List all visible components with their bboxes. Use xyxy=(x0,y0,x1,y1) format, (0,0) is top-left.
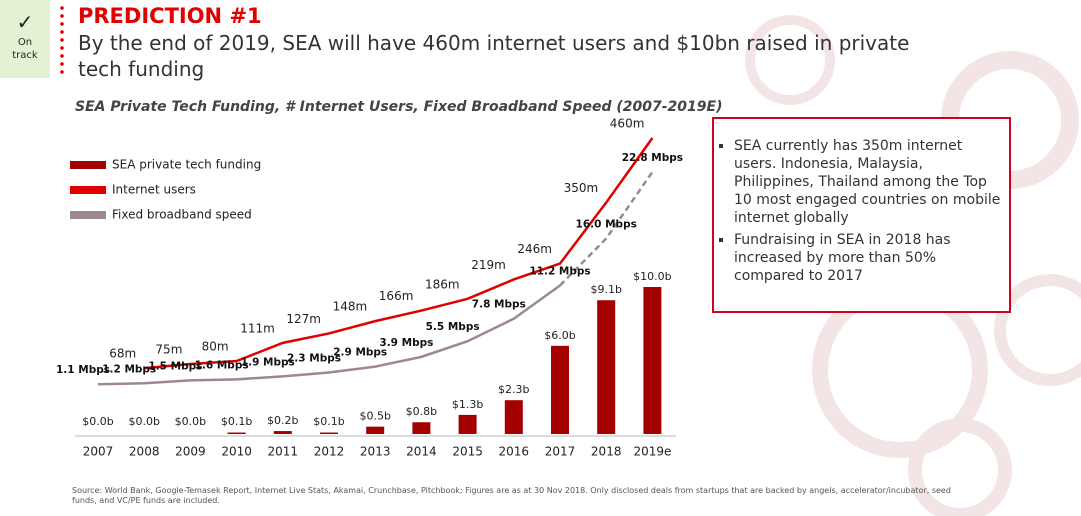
data-label: 1.2 Mbps xyxy=(102,363,156,375)
chart-title: SEA Private Tech Funding, # Internet Use… xyxy=(75,99,722,115)
data-label: 350m xyxy=(564,181,599,195)
x-tick-label: 2014 xyxy=(406,445,437,459)
x-tick-label: 2012 xyxy=(314,445,345,459)
data-label: 2.9 Mbps xyxy=(333,347,387,359)
x-tick-label: 2018 xyxy=(591,445,622,459)
data-label: 3.9 Mbps xyxy=(379,337,433,349)
x-tick-label: 2017 xyxy=(545,445,576,459)
bullet: SEA currently has 350m internet users. I… xyxy=(734,137,1003,227)
line xyxy=(144,137,654,370)
legend-swatch xyxy=(70,161,106,169)
x-tick-label: 2010 xyxy=(221,445,252,459)
bullet-list: SEA currently has 350m internet users. I… xyxy=(720,137,1003,285)
data-label: 5.5 Mbps xyxy=(426,321,480,333)
badge-mark: ✓ xyxy=(16,10,34,34)
data-label: $0.0b xyxy=(175,415,206,428)
data-label: 127m xyxy=(286,312,321,326)
line xyxy=(97,284,561,386)
data-label: 1.6 Mbps xyxy=(195,359,249,371)
legend-label: SEA private tech funding xyxy=(112,158,261,172)
bar xyxy=(551,345,569,434)
x-tick-label: 2013 xyxy=(360,445,391,459)
legend-label: Internet users xyxy=(112,183,196,197)
badge-label: On track xyxy=(12,37,38,61)
dotted-rule xyxy=(60,4,64,74)
bar xyxy=(227,432,246,434)
data-label: 1.9 Mbps xyxy=(241,356,295,368)
data-label: 1.1 Mbps xyxy=(56,364,110,376)
footnote: Source: World Bank, Google-Temasek Repor… xyxy=(72,486,951,505)
x-tick-label: 2009 xyxy=(175,445,206,459)
data-label: 166m xyxy=(379,289,414,303)
legend-swatch xyxy=(70,211,106,219)
data-label: $0.0b xyxy=(128,415,159,428)
data-label: 148m xyxy=(333,300,368,314)
callout-box: SEA currently has 350m internet users. I… xyxy=(712,117,1011,313)
data-label: $0.2b xyxy=(267,414,298,427)
status-badge: ✓ On track xyxy=(0,0,50,78)
bar xyxy=(643,287,662,434)
data-label: 246m xyxy=(517,242,552,256)
bar xyxy=(458,414,477,434)
data-label: $0.1b xyxy=(221,415,252,428)
data-label: 1.5 Mbps xyxy=(148,360,202,372)
bar xyxy=(597,300,616,434)
bar xyxy=(320,432,338,434)
bar xyxy=(412,422,431,434)
x-tick-label: 2007 xyxy=(83,445,114,459)
bullet: Fundraising in SEA in 2018 has increased… xyxy=(734,231,1003,285)
data-label: $1.3b xyxy=(452,398,483,411)
data-label: $9.1b xyxy=(590,283,621,296)
data-label: $10.0b xyxy=(633,270,671,283)
data-label: 460m xyxy=(610,117,645,131)
data-label: 80m xyxy=(202,340,229,354)
x-tick-label: 2019e xyxy=(633,445,671,459)
title: PREDICTION #1 xyxy=(78,4,262,28)
legend-label: Fixed broadband speed xyxy=(112,208,252,222)
data-label: 186m xyxy=(425,277,460,291)
data-label: $0.1b xyxy=(313,415,344,428)
data-label: 7.8 Mbps xyxy=(472,299,526,311)
data-label: $0.0b xyxy=(82,415,113,428)
x-tick-label: 2015 xyxy=(452,445,483,459)
data-label: 219m xyxy=(471,258,506,272)
data-label: $2.3b xyxy=(498,383,529,396)
data-label: 111m xyxy=(240,321,275,335)
x-tick-label: 2011 xyxy=(268,445,299,459)
bar xyxy=(273,431,292,434)
subtitle: By the end of 2019, SEA will have 460m i… xyxy=(78,31,910,81)
x-tick-label: 2008 xyxy=(129,445,160,459)
data-label: $6.0b xyxy=(544,329,575,342)
bar xyxy=(366,426,385,434)
data-label: 75m xyxy=(155,342,182,356)
data-label: $0.8b xyxy=(406,405,437,418)
data-label: 11.2 Mbps xyxy=(529,265,590,277)
legend-swatch xyxy=(70,186,106,194)
data-label: 2.3 Mbps xyxy=(287,353,341,365)
x-tick-label: 2016 xyxy=(499,445,530,459)
data-label: 16.0 Mbps xyxy=(576,219,637,231)
data-label: 68m xyxy=(109,347,136,361)
line xyxy=(559,171,654,287)
data-label: 22.8 Mbps xyxy=(622,152,683,164)
bar xyxy=(504,400,523,434)
data-label: $0.5b xyxy=(359,410,390,423)
